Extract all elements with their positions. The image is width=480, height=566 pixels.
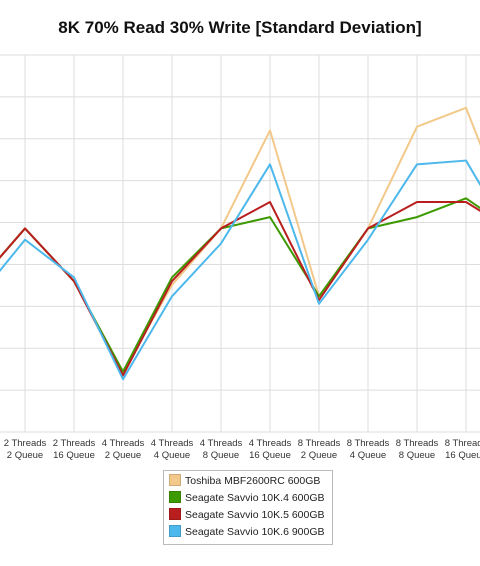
x-tick-label: 8 Threads 4 Queue (347, 438, 390, 461)
legend-item: Seagate Savvio 10K.4 600GB (164, 490, 332, 507)
legend-item: Seagate Savvio 10K.6 900GB (164, 524, 332, 541)
series-line-1 (0, 106, 480, 373)
x-tick-label: 8 Threads 2 Queue (298, 438, 341, 461)
legend-swatch (169, 508, 181, 520)
legend-item: Seagate Savvio 10K.5 600GB (164, 507, 332, 524)
x-tick-label: 4 Threads 4 Queue (151, 438, 194, 461)
x-tick-label: 2 Threads 2 Queue (4, 438, 47, 461)
legend-label: Seagate Savvio 10K.4 600GB (185, 492, 325, 504)
x-tick-label: 4 Threads 2 Queue (102, 438, 145, 461)
chart-legend: Toshiba MBF2600RC 600GB Seagate Savvio 10… (163, 470, 333, 545)
series-line-2 (0, 197, 480, 373)
legend-swatch (169, 491, 181, 503)
series-line-3 (0, 201, 480, 377)
chart-gridlines (0, 54, 480, 433)
legend-item: Toshiba MBF2600RC 600GB (164, 473, 332, 490)
series-line-4 (0, 159, 480, 381)
chart-title: 8K 70% Read 30% Write [Standard Deviatio… (58, 18, 422, 37)
x-tick-label: 4 Threads 16 Queue (249, 438, 292, 461)
x-tick-label: 8 Threads 8 Queue (396, 438, 439, 461)
legend-label: Seagate Savvio 10K.5 600GB (185, 509, 325, 521)
x-tick-label: 2 Threads 16 Queue (53, 438, 96, 461)
legend-label: Seagate Savvio 10K.6 900GB (185, 526, 325, 538)
chart-series (0, 106, 480, 381)
legend-swatch (169, 525, 181, 537)
x-tick-label: 4 Threads 8 Queue (200, 438, 243, 461)
legend-swatch (169, 474, 181, 486)
legend-label: Toshiba MBF2600RC 600GB (185, 475, 321, 487)
